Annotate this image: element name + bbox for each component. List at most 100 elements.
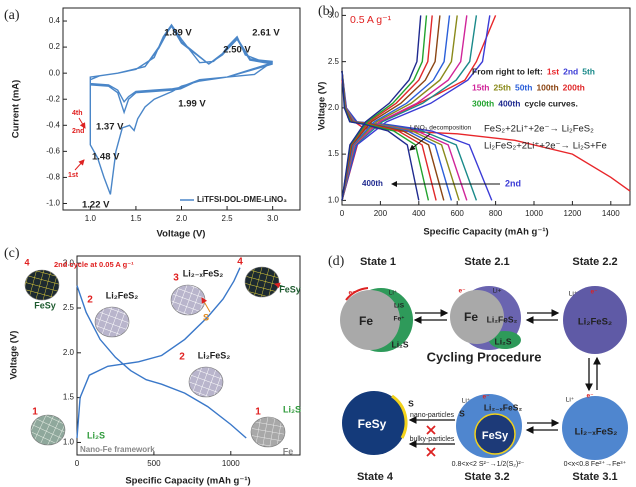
particle-icon [245,267,279,297]
annotation: 1.22 V [82,200,110,211]
annotation: 1.37 V [96,122,124,133]
particle-label: Li₂S [495,336,512,346]
annotation: FeSy [34,300,56,310]
particle-label: Li₂₋ₓFeS₂ [484,402,523,412]
annotation: Li₂S [283,404,301,414]
annotation: FeS₂+2Li⁺+2e⁻→ Li₂FeS₂ [484,124,594,135]
x-tick-label: 400 [412,209,426,218]
x-axis-title: Specific Capacity (mAh g⁻¹) [125,476,250,487]
particle-label: LiS [394,303,405,310]
x-axis-title: Specific Capacity (mAh g⁻¹) [423,227,548,238]
annotation: LiNO₃ decomposition [410,125,472,132]
legend-label: 100th [536,82,558,92]
annotation: 2 [87,295,93,306]
electron-label: e⁻ [586,393,593,400]
particle-icon [25,270,59,300]
x-tick-label: 1000 [525,209,543,218]
y-tick-label: 2.0 [63,348,75,357]
ion-label: Li⁺ [569,291,578,298]
annotation: 2nd [72,128,84,135]
electron-label: e⁻ [458,288,465,295]
annotation: Fe [283,446,294,456]
legend-label: 15th [472,82,489,92]
legend-label: 5th [582,66,595,76]
x-tick-label: 0 [340,209,345,218]
state-label: State 2.2 [572,256,617,268]
legend-label: 200th [563,82,585,92]
x-tick-label: 200 [374,209,388,218]
legend-label: 25th [493,82,510,92]
particle-icon [171,285,205,315]
x-tick-label: 2.5 [222,214,234,223]
series-line [342,15,428,200]
legend-label: From right to left: [472,66,543,76]
annotation-arrow [79,118,85,128]
x-tick-label: 3.0 [267,214,279,223]
x-tick-label: 500 [147,459,161,468]
y-tick-label: 2.5 [63,303,75,312]
y-tick-label: 0.2 [49,42,61,51]
x-tick-label: 1400 [602,209,620,218]
y-axis-title: Current (mA) [11,80,22,139]
particle-icon [251,417,285,447]
y-tick-label: -0.8 [46,173,60,182]
legend-label: LiTFSI-DOL-DME-LiNO₃ [197,195,287,204]
annotation: 4th [72,110,83,117]
y-tick-label: 2.0 [328,103,340,112]
particle-icon [95,307,129,337]
x-tick-label: 600 [451,209,465,218]
legend-label: 1st [547,66,559,76]
panel-label: (a) [4,8,20,23]
annotation: 2.61 V [252,28,280,39]
x-axis-title: Voltage (V) [157,229,206,240]
series-line [342,15,459,200]
ion-label: Li⁺ [462,398,471,405]
x-tick-label: 1.5 [130,214,142,223]
x-tick-label: 1200 [564,209,582,218]
panel-label: (b) [318,4,335,19]
x-tick-label: 1000 [222,459,240,468]
particle-label: Fe [464,310,478,324]
particle-label: FeSy [482,430,509,442]
electron-label: e⁻ [590,289,597,296]
note: 0<x<0.8 Fe²⁺→Fe³⁺ [564,460,627,468]
annotation: Nano-Fe framework [80,445,155,454]
legend-label: 2nd [563,66,578,76]
particle-label: Li₂S [392,339,409,349]
particle-label: Li₂FeS₂ [578,317,612,328]
note: 0.8<x<2 S²⁻→1/2(S₂)²⁻ [452,461,525,468]
annotation: 1.48 V [92,152,120,163]
annotation: 1 [32,407,38,418]
particle-label: S [408,398,414,408]
cross [427,426,435,434]
series-line [342,15,451,200]
annotation: 1 [255,407,261,418]
annotation: S [203,312,209,322]
y-tick-label: -1.0 [46,199,60,208]
ion-label: Li+ [493,288,502,295]
page: {"chart_data": [ {"type": "line", "panel… [0,0,636,487]
y-tick-label: 1.5 [63,393,75,402]
series-line [342,15,492,200]
particle-icon [189,367,223,397]
y-tick-label: 1.0 [63,438,75,447]
state-label: State 4 [357,471,394,483]
y-tick-label: 1.0 [328,195,340,204]
diagram-title: Cycling Procedure [427,349,542,364]
particle-label: S [459,408,465,418]
diagram-panel: (d) State 1 State 2.1 State 2.2 State 3.… [328,254,628,483]
panel-label: (c) [4,246,20,261]
legend-label: 400th [498,98,520,108]
y-tick-label: -0.2 [46,94,60,103]
legend-label: cycle curves. [524,98,577,108]
particle-label: FeSy [358,417,387,431]
y-axis-title: Voltage (V) [9,331,20,380]
state-label: State 3.2 [464,471,509,483]
pathway-label: nano-particles [410,412,454,419]
cross [427,448,435,456]
annotation: 1.99 V [178,99,206,110]
x-tick-label: 1.0 [85,214,97,223]
particle-label: Li₂₋ₓFeS₂ [575,427,618,438]
state-label: State 3.1 [572,471,617,483]
y-tick-label: -0.6 [46,146,60,155]
